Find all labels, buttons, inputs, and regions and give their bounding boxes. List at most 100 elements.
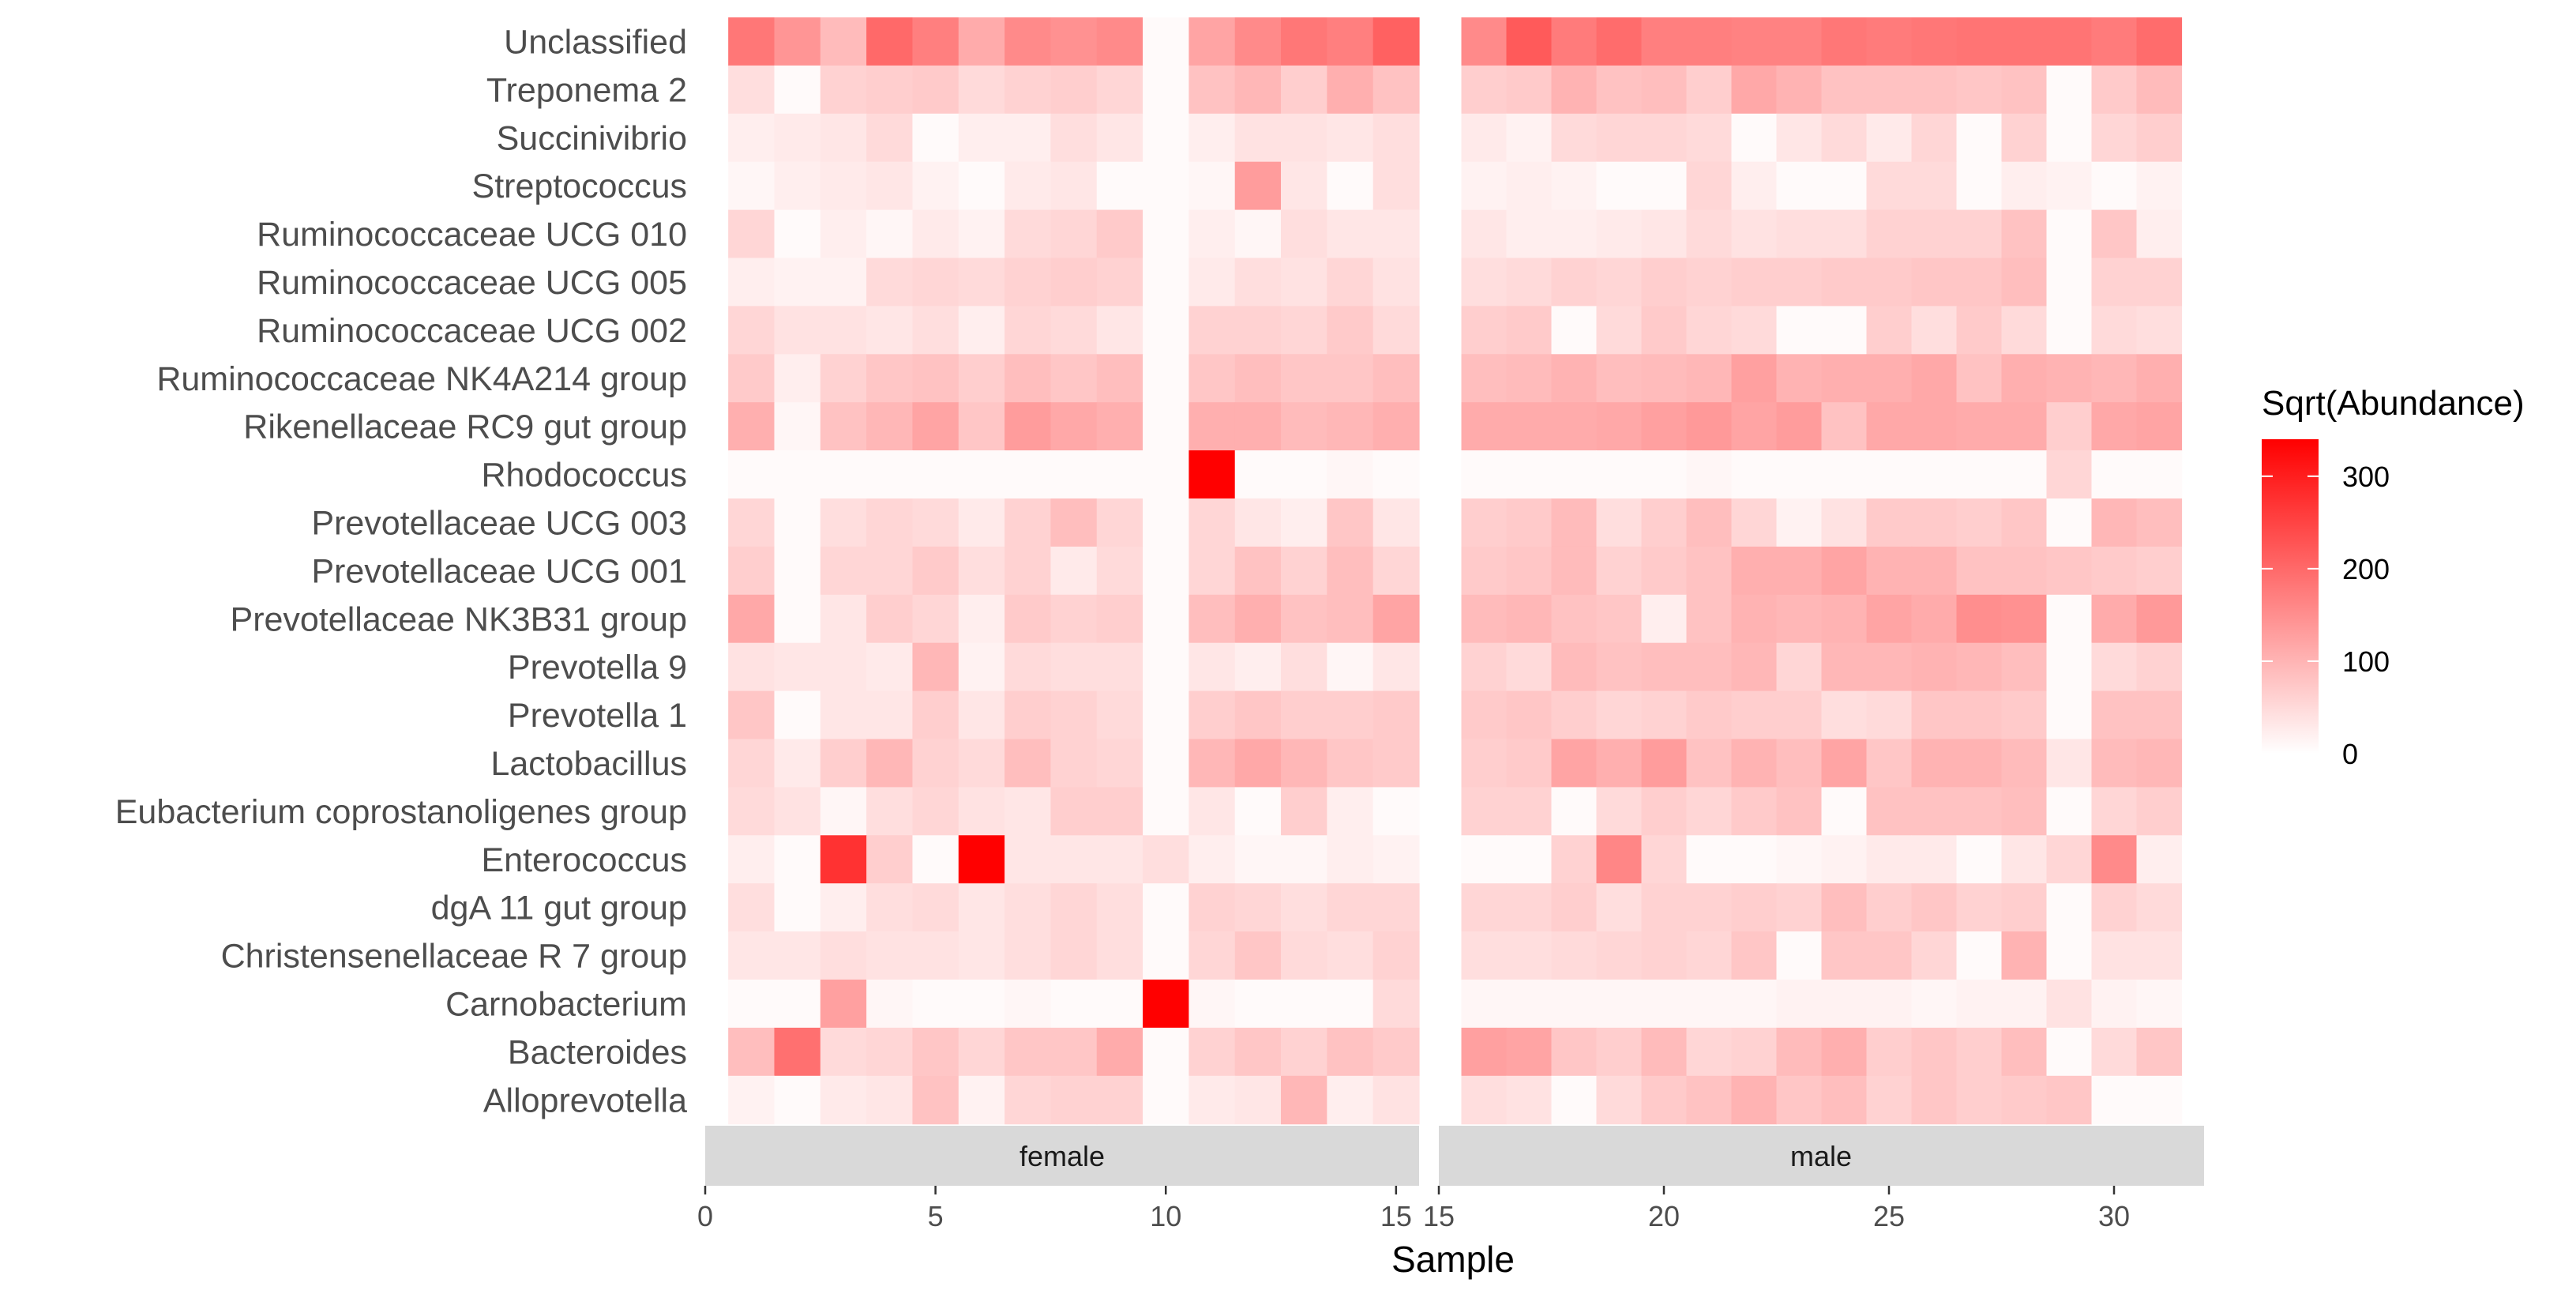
tile-ruminococcaceae-nk4a214-group-sample-7 xyxy=(1004,354,1052,403)
tile-prevotellaceae-ucg-003-sample-17 xyxy=(1506,498,1553,547)
genus-label-prevotella-9: Prevotella 9 xyxy=(508,649,687,686)
tile-christensenellaceae-r-7-group-sample-25 xyxy=(1866,931,1913,980)
tile-eubacterium-coprostanoligenes-group-sample-1 xyxy=(728,787,775,836)
tile-lactobacillus-sample-1 xyxy=(728,739,775,788)
tile-bacteroides-sample-21 xyxy=(1686,1027,1733,1077)
tile-eubacterium-coprostanoligenes-group-sample-29 xyxy=(2046,787,2093,836)
tile-enterococcus-sample-6 xyxy=(958,835,1005,884)
tile-bacteroides-sample-4 xyxy=(866,1027,914,1077)
tile-bacteroides-sample-16 xyxy=(1461,1027,1508,1077)
tile-lactobacillus-sample-4 xyxy=(866,739,914,788)
tile-succinivibrio-sample-18 xyxy=(1551,113,1598,163)
tile-rhodococcus-sample-24 xyxy=(1821,450,1868,499)
tile-prevotellaceae-nk3b31-group-sample-26 xyxy=(1911,594,1958,644)
tile-streptococcus-sample-11 xyxy=(1188,161,1236,211)
tile-succinivibrio-sample-17 xyxy=(1506,113,1553,163)
x-tick-label-male-25: 25 xyxy=(1873,1200,1905,1232)
tile-unclassified-sample-25 xyxy=(1866,17,1913,66)
tile-prevotellaceae-nk3b31-group-sample-24 xyxy=(1821,594,1868,644)
tile-treponema-2-sample-9 xyxy=(1096,65,1143,115)
tile-treponema-2-sample-10 xyxy=(1143,65,1189,115)
tile-prevotellaceae-nk3b31-group-sample-1 xyxy=(728,594,775,644)
tile-bacteroides-sample-15 xyxy=(1372,1027,1420,1077)
tile-prevotellaceae-ucg-001-sample-5 xyxy=(912,546,959,596)
tile-alloprevotella-sample-29 xyxy=(2046,1075,2093,1125)
tile-dga-11-gut-group-sample-6 xyxy=(958,883,1005,932)
tile-prevotella-1-sample-7 xyxy=(1004,690,1052,740)
genus-label-prevotella-1: Prevotella 1 xyxy=(508,697,687,735)
genus-label-dga-11-gut-group: dgA 11 gut group xyxy=(431,890,687,927)
tile-rhodococcus-sample-19 xyxy=(1596,450,1643,499)
tile-ruminococcaceae-ucg-005-sample-19 xyxy=(1596,258,1643,307)
tile-rikenellaceae-rc9-gut-group-sample-15 xyxy=(1372,402,1420,451)
tile-ruminococcaceae-ucg-010-sample-31 xyxy=(2136,209,2183,259)
tile-christensenellaceae-r-7-group-sample-5 xyxy=(912,931,959,980)
tile-enterococcus-sample-14 xyxy=(1327,835,1374,884)
tile-unclassified-sample-19 xyxy=(1596,17,1643,66)
tile-prevotella-9-sample-14 xyxy=(1327,642,1374,692)
tile-bacteroides-sample-20 xyxy=(1641,1027,1688,1077)
tile-succinivibrio-sample-28 xyxy=(2001,113,2048,163)
tile-prevotella-1-sample-14 xyxy=(1327,690,1374,740)
tile-succinivibrio-sample-25 xyxy=(1866,113,1913,163)
tile-ruminococcaceae-nk4a214-group-sample-2 xyxy=(774,354,821,403)
tile-rhodococcus-sample-21 xyxy=(1686,450,1733,499)
genus-label-enterococcus: Enterococcus xyxy=(481,841,687,879)
tile-succinivibrio-sample-23 xyxy=(1776,113,1823,163)
tile-alloprevotella-sample-13 xyxy=(1281,1075,1327,1125)
tile-ruminococcaceae-nk4a214-group-sample-1 xyxy=(728,354,775,403)
tile-lactobacillus-sample-27 xyxy=(1956,739,2003,788)
tile-lactobacillus-sample-9 xyxy=(1096,739,1143,788)
tile-ruminococcaceae-ucg-002-sample-27 xyxy=(1956,306,2003,355)
tile-prevotella-9-sample-1 xyxy=(728,642,775,692)
tile-bacteroides-sample-29 xyxy=(2046,1027,2093,1077)
tile-lactobacillus-sample-14 xyxy=(1327,739,1374,788)
tile-treponema-2-sample-25 xyxy=(1866,65,1913,115)
tile-lactobacillus-sample-25 xyxy=(1866,739,1913,788)
tile-carnobacterium-sample-12 xyxy=(1234,980,1282,1029)
tile-ruminococcaceae-ucg-010-sample-19 xyxy=(1596,209,1643,259)
tile-prevotellaceae-nk3b31-group-sample-13 xyxy=(1281,594,1327,644)
tile-ruminococcaceae-ucg-005-sample-25 xyxy=(1866,258,1913,307)
female-strip xyxy=(705,1126,1419,1186)
tile-alloprevotella-sample-12 xyxy=(1234,1075,1282,1125)
genus-label-eubacterium-coprostanoligenes-group: Eubacterium coprostanoligenes group xyxy=(115,793,687,831)
tile-prevotella-1-sample-29 xyxy=(2046,690,2093,740)
legend-label-0: 0 xyxy=(2342,738,2358,770)
tile-prevotellaceae-ucg-001-sample-6 xyxy=(958,546,1005,596)
tile-ruminococcaceae-nk4a214-group-sample-29 xyxy=(2046,354,2093,403)
tile-unclassified-sample-31 xyxy=(2136,17,2183,66)
tile-streptococcus-sample-7 xyxy=(1004,161,1052,211)
tile-prevotella-1-sample-22 xyxy=(1731,690,1778,740)
tile-dga-11-gut-group-sample-30 xyxy=(2091,883,2138,932)
tile-prevotellaceae-nk3b31-group-sample-15 xyxy=(1372,594,1420,644)
tile-prevotellaceae-nk3b31-group-sample-5 xyxy=(912,594,959,644)
tile-treponema-2-sample-7 xyxy=(1004,65,1052,115)
tile-alloprevotella-sample-11 xyxy=(1188,1075,1236,1125)
tile-unclassified-sample-18 xyxy=(1551,17,1598,66)
tile-prevotella-9-sample-4 xyxy=(866,642,914,692)
tile-eubacterium-coprostanoligenes-group-sample-28 xyxy=(2001,787,2048,836)
tile-streptococcus-sample-8 xyxy=(1050,161,1098,211)
sample-axis: 0 5 10 15 15 20 25 30 xyxy=(697,1186,2130,1232)
tile-prevotellaceae-nk3b31-group-sample-28 xyxy=(2001,594,2048,644)
tile-prevotellaceae-ucg-001-sample-19 xyxy=(1596,546,1643,596)
tile-dga-11-gut-group-sample-22 xyxy=(1731,883,1778,932)
tile-ruminococcaceae-nk4a214-group-sample-4 xyxy=(866,354,914,403)
tile-dga-11-gut-group-sample-3 xyxy=(820,883,867,932)
tile-bacteroides-sample-22 xyxy=(1731,1027,1778,1077)
tile-prevotella-1-sample-9 xyxy=(1096,690,1143,740)
tile-ruminococcaceae-ucg-010-sample-1 xyxy=(728,209,775,259)
tile-lactobacillus-sample-5 xyxy=(912,739,959,788)
tile-prevotellaceae-ucg-003-sample-14 xyxy=(1327,498,1374,547)
tile-enterococcus-sample-18 xyxy=(1551,835,1598,884)
tile-ruminococcaceae-ucg-005-sample-13 xyxy=(1281,258,1327,307)
tile-enterococcus-sample-4 xyxy=(866,835,914,884)
tile-eubacterium-coprostanoligenes-group-sample-23 xyxy=(1776,787,1823,836)
genus-label-rikenellaceae-rc9-gut-group: Rikenellaceae RC9 gut group xyxy=(243,408,687,446)
tile-succinivibrio-sample-27 xyxy=(1956,113,2003,163)
legend-label-100: 100 xyxy=(2342,645,2390,678)
tile-christensenellaceae-r-7-group-sample-13 xyxy=(1281,931,1327,980)
tile-christensenellaceae-r-7-group-sample-28 xyxy=(2001,931,2048,980)
tile-succinivibrio-sample-9 xyxy=(1096,113,1143,163)
